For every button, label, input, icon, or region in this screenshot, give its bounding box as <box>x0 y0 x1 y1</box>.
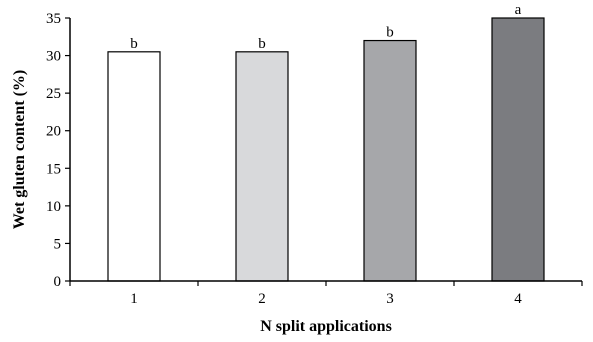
y-tick-label: 10 <box>46 199 61 215</box>
y-tick-label: 25 <box>46 86 61 102</box>
y-tick-label: 35 <box>46 11 61 27</box>
x-tick-label: 1 <box>130 291 138 307</box>
x-ticks-group: 1 2 3 4 <box>69 281 583 307</box>
bar <box>491 17 545 282</box>
bar <box>107 51 161 282</box>
bar-data-label: b <box>130 36 138 52</box>
x-tick-label: 3 <box>386 291 394 307</box>
bars-group <box>107 17 545 282</box>
y-axis-title: Wet gluten content (%) <box>11 70 28 230</box>
bar <box>235 51 289 282</box>
y-ticks-group: 0 5 10 15 20 25 30 35 <box>46 11 70 290</box>
x-tick-label: 2 <box>258 291 266 307</box>
y-tick-label: 30 <box>46 49 61 65</box>
x-tick-label: 4 <box>514 291 522 307</box>
y-tick-label: 20 <box>46 124 61 140</box>
bar-data-label: b <box>386 25 394 41</box>
bar <box>363 39 417 282</box>
x-axis-title: N split applications <box>260 318 392 335</box>
data-labels-group: b b b a <box>130 2 521 52</box>
y-tick-label: 15 <box>46 161 61 177</box>
bar-data-label: b <box>258 36 266 52</box>
y-tick-label: 0 <box>54 274 62 290</box>
y-tick-label: 5 <box>54 236 62 252</box>
bar-data-label: a <box>515 2 522 18</box>
